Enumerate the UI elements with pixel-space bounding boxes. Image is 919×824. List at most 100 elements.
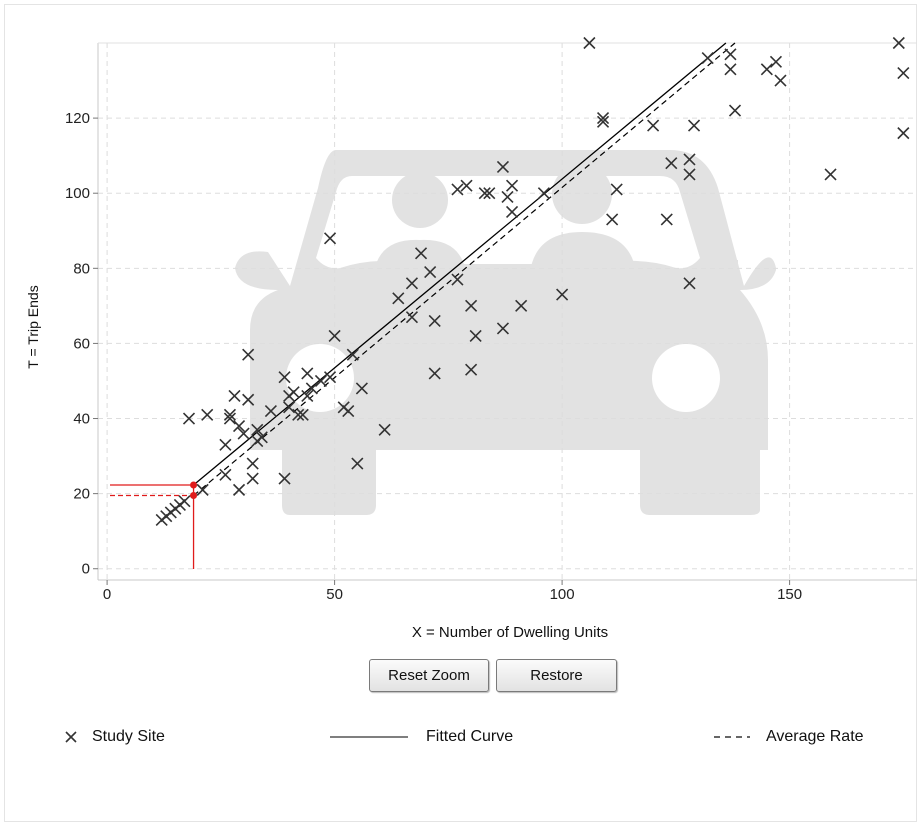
y-axis-label: T = Trip Ends — [25, 285, 41, 368]
study-site-point — [724, 48, 737, 61]
study-site-point — [242, 348, 255, 361]
study-site-point — [301, 367, 314, 380]
solid-line-icon — [330, 736, 408, 738]
x-tick-label: 150 — [777, 586, 802, 603]
study-site-point — [774, 74, 787, 87]
study-site-point — [232, 483, 246, 496]
fitted-value-marker — [190, 481, 198, 489]
study-site-point — [606, 213, 619, 226]
study-site-point — [264, 404, 277, 418]
legend-item-average-rate[interactable]: Average Rate — [714, 728, 864, 746]
study-site-point — [465, 299, 478, 312]
study-site-point — [405, 277, 419, 290]
study-site-point — [255, 431, 268, 444]
y-tick-label: 40 — [73, 411, 90, 428]
study-site-point — [897, 127, 910, 140]
study-site-point — [237, 427, 250, 440]
study-site-point — [665, 157, 678, 170]
study-site-point — [314, 374, 328, 388]
scatter-chart[interactable]: 0 50 100 150 0 20 40 60 80 100 120 X = Number of … — [0, 0, 919, 660]
legend-label: Average Rate — [766, 728, 864, 745]
study-site-point — [301, 389, 314, 403]
study-site-point — [242, 393, 255, 406]
study-site-point — [537, 187, 550, 200]
study-site-point — [414, 247, 428, 260]
study-site-point — [424, 266, 437, 279]
study-site-point — [501, 190, 514, 204]
study-site-point — [683, 153, 696, 166]
x-axis-label: X = Number of Dwelling Units — [412, 624, 608, 641]
study-site-point — [323, 371, 337, 384]
x-tick-label: 0 — [103, 586, 111, 603]
legend-item-fitted-curve[interactable]: Fitted Curve — [330, 728, 513, 746]
legend-label: Study Site — [92, 728, 165, 745]
study-site-point — [451, 273, 464, 286]
study-site-point — [219, 438, 232, 451]
study-site-point — [287, 386, 300, 399]
study-site-point — [583, 36, 596, 50]
study-site-point — [223, 412, 237, 425]
fitted-curve-line — [193, 42, 727, 486]
plot-area — [97, 42, 917, 581]
y-axis: 0 20 40 60 80 100 120 — [65, 110, 98, 578]
x-tick-label: 100 — [550, 586, 575, 603]
study-site-point — [556, 288, 569, 301]
x-axis: 0 50 100 150 — [103, 580, 802, 603]
study-site-point — [283, 401, 296, 414]
y-tick-label: 0 — [82, 561, 90, 578]
reset-zoom-button[interactable]: Reset Zoom — [369, 659, 489, 692]
study-site-point — [610, 183, 623, 196]
study-site-point — [647, 119, 660, 132]
legend-item-study-site[interactable]: Study Site — [64, 728, 165, 746]
study-site-point — [515, 299, 528, 312]
study-site-point — [342, 404, 355, 418]
study-site-point — [305, 382, 318, 395]
study-site-points — [155, 36, 910, 526]
trend-lines — [193, 42, 736, 496]
study-site-point — [378, 423, 391, 436]
study-site-point — [701, 51, 714, 65]
study-site-point — [246, 457, 259, 470]
study-site-point — [323, 232, 337, 245]
study-site-point — [724, 63, 737, 76]
study-site-point — [278, 472, 291, 485]
x-icon — [65, 731, 77, 743]
restore-button[interactable]: Restore — [496, 659, 617, 692]
y-tick-label: 60 — [73, 335, 90, 352]
study-site-point — [505, 205, 519, 219]
study-site-point — [296, 408, 309, 421]
study-site-point — [451, 183, 464, 196]
study-site-point — [251, 423, 264, 436]
average-value-marker — [190, 492, 198, 500]
study-site-point — [496, 160, 510, 173]
study-site-point — [460, 179, 473, 192]
study-site-point — [683, 277, 696, 290]
study-site-point — [223, 408, 237, 421]
dashed-line-icon — [714, 736, 750, 738]
study-site-point — [232, 419, 246, 433]
y-tick-label: 100 — [65, 185, 90, 202]
study-site-point — [278, 371, 291, 384]
study-site-point — [897, 66, 910, 80]
study-site-point — [728, 104, 742, 117]
average-rate-line — [193, 42, 736, 496]
study-site-point — [478, 187, 491, 200]
study-site-point — [496, 322, 510, 335]
study-site-point — [469, 329, 482, 342]
study-site-point — [405, 311, 419, 324]
highlight-markers — [110, 481, 198, 569]
study-site-point — [328, 329, 341, 342]
study-site-point — [246, 472, 259, 485]
study-site-point — [505, 179, 519, 192]
study-site-point — [346, 348, 359, 361]
study-site-point — [219, 468, 232, 481]
study-site-point — [178, 495, 191, 508]
study-site-point — [683, 168, 696, 181]
study-site-point — [182, 412, 196, 425]
legend-label: Fitted Curve — [426, 728, 514, 745]
study-site-point — [201, 408, 214, 421]
study-site-point — [196, 483, 209, 496]
car-passengers — [374, 164, 636, 272]
y-tick-label: 20 — [73, 486, 90, 503]
study-site-point — [596, 112, 610, 125]
